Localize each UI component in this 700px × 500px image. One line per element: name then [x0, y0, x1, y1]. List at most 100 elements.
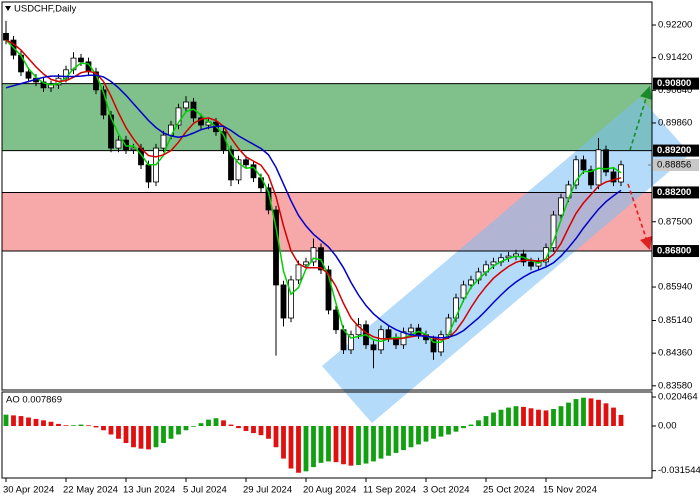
candle-body	[288, 279, 294, 319]
ao-bar	[18, 416, 24, 427]
ao-panel-border	[1, 391, 653, 479]
ao-bar	[146, 426, 151, 450]
candle-body	[355, 324, 362, 336]
price-zone	[2, 83, 652, 151]
ao-bar	[386, 426, 391, 456]
ao-bar	[356, 426, 361, 465]
ao-bar	[168, 426, 174, 439]
ao-bar	[506, 407, 511, 427]
ao-bar	[138, 426, 144, 449]
ao-bar	[588, 398, 594, 427]
ao-bar	[566, 402, 571, 427]
ao-bar	[438, 426, 444, 437]
candle-body	[550, 214, 557, 249]
ao-bar	[131, 426, 136, 448]
candle-body	[385, 329, 392, 339]
candle-body	[273, 209, 279, 286]
candle-body	[78, 57, 84, 63]
candle-body	[490, 261, 497, 266]
moving-average-line	[5, 39, 622, 344]
ao-bar	[521, 406, 526, 427]
candle-body	[310, 247, 317, 263]
ao-bar	[116, 426, 121, 439]
candle-body	[378, 329, 384, 351]
candle-body	[610, 171, 617, 183]
ao-bar	[48, 421, 54, 427]
ao-bar	[183, 426, 189, 431]
ao-bar	[423, 426, 429, 442]
ao-bar	[378, 426, 384, 459]
candle-body	[175, 107, 182, 126]
ao-bar	[558, 406, 564, 427]
ao-bar	[311, 426, 316, 468]
candle-body	[25, 71, 32, 79]
ao-bar	[296, 426, 301, 473]
x-tick-label: 25 Oct 2024	[483, 485, 535, 496]
ao-bar	[408, 426, 414, 448]
candle-body	[460, 284, 467, 299]
ao-bar	[551, 409, 556, 427]
ao-bar	[611, 407, 616, 427]
ao-bar	[71, 425, 76, 427]
x-tick-label: 22 May 2024	[63, 485, 118, 496]
ao-bar	[446, 426, 451, 435]
candle-body	[183, 101, 189, 109]
ao-bar	[251, 426, 256, 434]
ao-bar	[468, 424, 474, 427]
ao-bar	[543, 410, 549, 427]
candle-body	[280, 284, 287, 319]
ao-bar	[431, 426, 436, 439]
level-label-box	[653, 245, 699, 258]
ao-bar	[93, 426, 99, 428]
y-tick-label: 0.84360	[658, 348, 692, 359]
ao-bar	[281, 426, 286, 459]
ao-bar	[161, 426, 166, 444]
ao-bar	[273, 426, 279, 448]
level-label-box	[653, 144, 699, 157]
y-tick-label: 0.85940	[658, 282, 692, 293]
candle-body	[408, 327, 414, 333]
level-label-box	[653, 77, 699, 90]
candle-body	[348, 334, 354, 351]
x-tick-label: 29 Jul 2024	[243, 485, 292, 496]
y-tick-label: 0.87500	[658, 216, 692, 227]
candle-body	[573, 159, 579, 186]
ao-layer	[3, 397, 624, 473]
x-tick-label: 30 Apr 2024	[3, 485, 54, 496]
ao-bar	[176, 426, 181, 435]
candle-body	[430, 339, 437, 353]
candle-body	[3, 32, 9, 41]
level-label: 0.86800	[657, 246, 691, 257]
level-label: 0.90800	[657, 78, 691, 89]
ao-bar	[198, 423, 204, 427]
y-tick-label: 0.91420	[658, 52, 692, 63]
ao-bar	[333, 426, 339, 463]
ao-bar	[26, 417, 31, 427]
ao-bar	[491, 412, 496, 427]
ao-bar	[86, 425, 91, 427]
candle-body	[198, 117, 204, 126]
y-tick-label: 0.92200	[658, 20, 692, 31]
ao-bar	[371, 426, 376, 462]
ao-bar	[363, 426, 369, 464]
candle-body	[235, 159, 242, 181]
ao-bar	[191, 426, 196, 427]
ao-bar	[63, 425, 69, 427]
ao-bar	[536, 409, 541, 427]
y-tick-label: 0.89860	[658, 117, 692, 128]
candle-body	[303, 261, 309, 266]
ao-bar	[318, 426, 324, 463]
y-tick-label: -0.031544	[658, 465, 700, 476]
ao-bar	[326, 426, 331, 462]
ao-bar	[288, 426, 294, 469]
ao-bar	[348, 426, 354, 466]
candle-body	[595, 149, 602, 186]
level-label: 0.89200	[657, 145, 691, 156]
ao-bar	[221, 420, 226, 427]
x-tick-label: 3 Oct 2024	[423, 485, 469, 496]
ao-bar	[513, 406, 519, 427]
candle-body	[333, 309, 339, 331]
current-price-label: 0.88856	[657, 160, 691, 171]
moving-average-line	[5, 39, 622, 341]
candle-body	[243, 159, 249, 166]
